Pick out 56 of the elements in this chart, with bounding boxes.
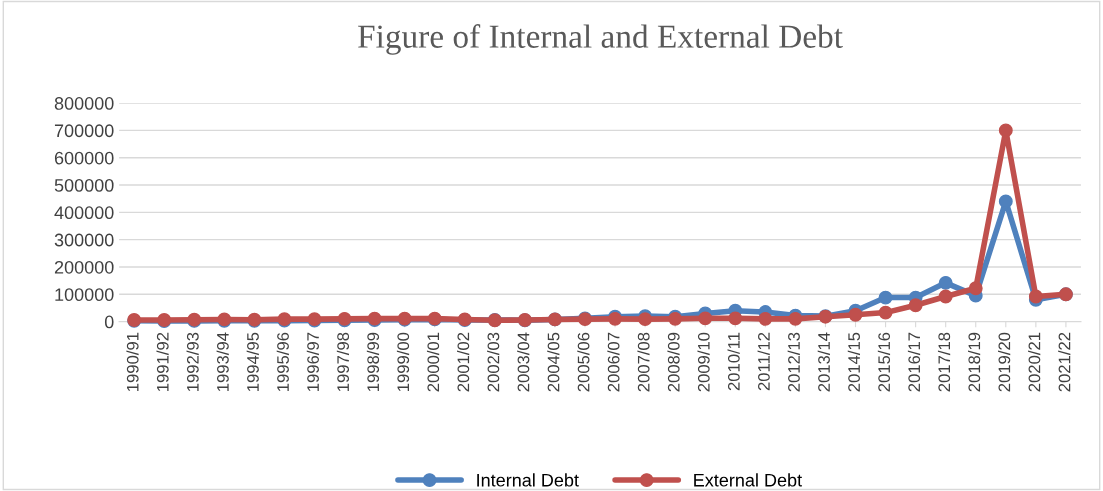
x-tick-label: 2013/14 <box>817 332 830 392</box>
x-tick-label: 2008/09 <box>667 332 680 392</box>
x-tick-label: 2004/05 <box>547 332 560 392</box>
x-tick-label: 1990/91 <box>126 332 139 391</box>
legend-label: Internal Debt <box>477 473 579 487</box>
legend-label: External Debt <box>694 473 802 487</box>
y-tick-label: 700000 <box>54 124 114 138</box>
x-tick-label: 2009/10 <box>697 332 710 392</box>
x-tick-label: 1992/93 <box>186 332 199 391</box>
x-tick-label: 2020/21 <box>1028 332 1041 392</box>
x-tick-label: 2011/12 <box>757 332 770 391</box>
x-tick-label: 1998/99 <box>366 332 380 391</box>
x-tick-label: 2006/07 <box>607 332 620 392</box>
x-tick-label: 2021/22 <box>1058 332 1071 392</box>
x-tick-label: 2018/19 <box>967 332 981 392</box>
x-tick-label: 1993/94 <box>216 332 229 391</box>
x-tick-label: 1991/92 <box>156 332 169 391</box>
x-tick-label: 1999/00 <box>396 332 410 391</box>
y-tick-label: 200000 <box>54 260 114 274</box>
point <box>968 281 983 296</box>
x-tick-label: 2001/02 <box>457 332 470 392</box>
x-tick-label: 2014/15 <box>847 332 860 392</box>
y-tick-label: 600000 <box>54 151 114 165</box>
y-tick-label: 100000 <box>55 288 114 302</box>
point <box>698 311 713 326</box>
x-tick-label: 2017/18 <box>937 332 951 392</box>
y-tick-label: 400000 <box>54 206 114 220</box>
x-tick-label: 2012/13 <box>787 332 800 392</box>
x-tick-label: 2019/20 <box>998 332 1011 392</box>
x-tick-label: 2010/11 <box>727 332 740 391</box>
y-tick-label: 300000 <box>54 233 114 247</box>
point <box>728 311 743 326</box>
x-tick-label: 1997/98 <box>336 332 350 391</box>
x-tick-label: 2007/08 <box>637 332 650 392</box>
x-tick-label: 2002/03 <box>487 332 500 392</box>
x-tick-label: 1995/96 <box>276 332 289 391</box>
point <box>998 123 1013 138</box>
point <box>938 275 953 290</box>
point <box>758 311 773 326</box>
y-tick-label: 800000 <box>54 97 114 110</box>
x-tick-label: 2005/06 <box>577 332 590 392</box>
y-tick-label: 0 <box>104 315 114 329</box>
point <box>848 307 863 322</box>
x-tick-label: 2000/01 <box>426 332 440 392</box>
y-tick-label: 500000 <box>54 178 114 192</box>
point <box>878 305 893 320</box>
x-tick-label: 1996/97 <box>306 332 319 391</box>
x-tick-label: 2015/16 <box>877 332 891 392</box>
point <box>938 289 953 304</box>
x-tick-label: 2003/04 <box>517 332 530 392</box>
point <box>908 298 923 313</box>
point <box>998 194 1013 209</box>
chart-title: Figure of Internal and External Debt <box>358 24 843 55</box>
point <box>878 290 893 305</box>
x-tick-label: 2016/17 <box>907 332 921 392</box>
x-tick-label: 1994/95 <box>246 332 259 391</box>
